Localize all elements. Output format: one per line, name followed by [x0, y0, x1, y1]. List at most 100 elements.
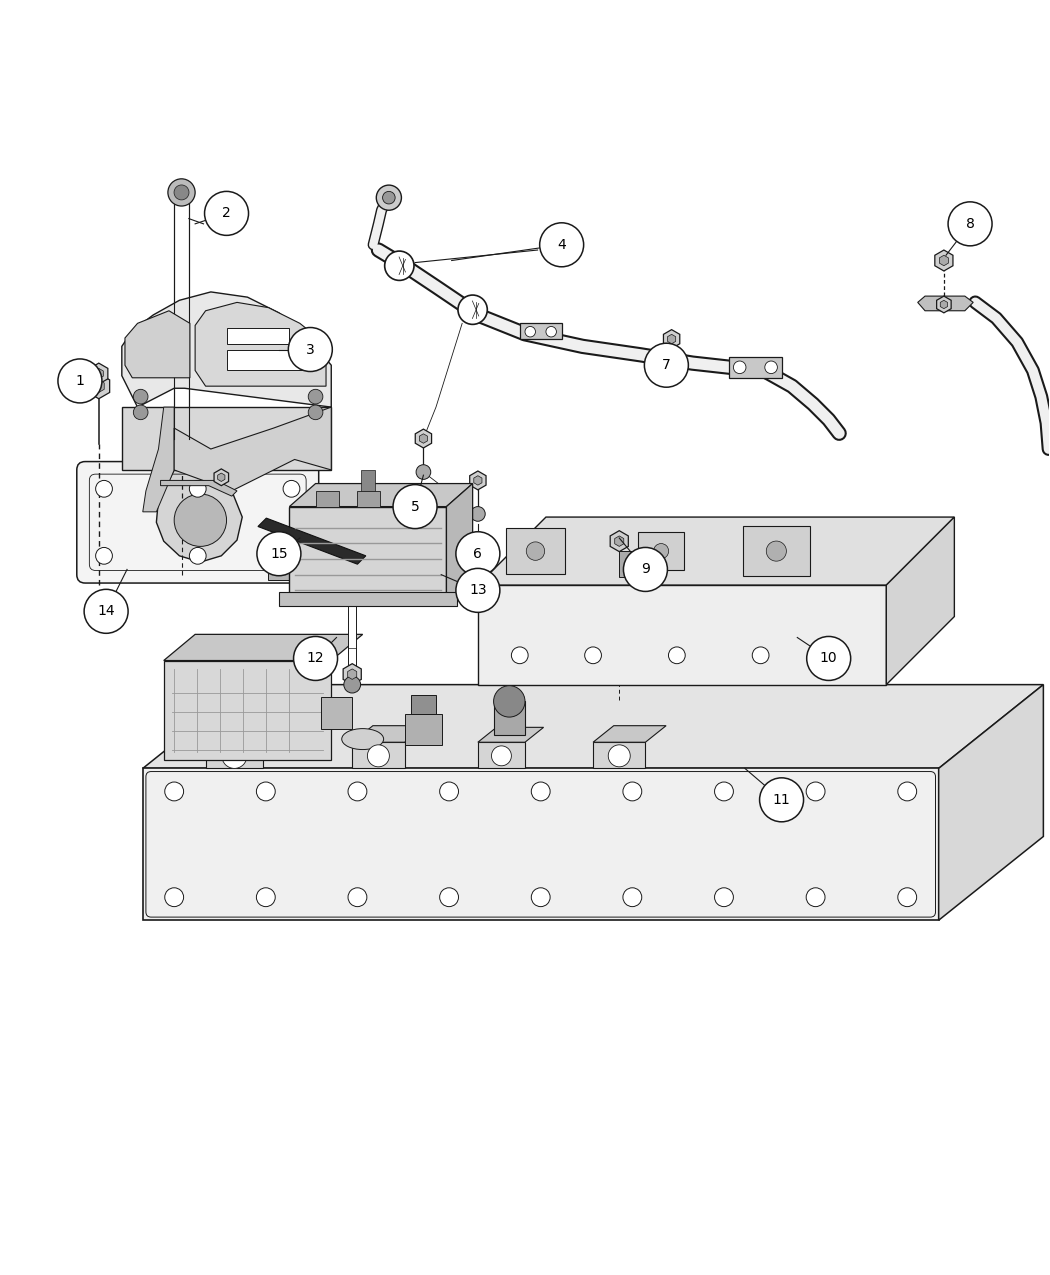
Circle shape — [752, 646, 769, 664]
Circle shape — [309, 405, 323, 419]
Circle shape — [491, 746, 511, 766]
Circle shape — [440, 887, 459, 907]
Text: 3: 3 — [306, 343, 315, 357]
Circle shape — [174, 493, 227, 547]
Circle shape — [343, 676, 360, 694]
Polygon shape — [446, 483, 472, 601]
Circle shape — [948, 201, 992, 246]
Circle shape — [456, 569, 500, 612]
Polygon shape — [164, 660, 331, 760]
Polygon shape — [321, 697, 352, 728]
Circle shape — [376, 185, 401, 210]
Polygon shape — [664, 330, 679, 348]
Polygon shape — [668, 334, 676, 344]
Polygon shape — [593, 742, 646, 769]
Circle shape — [531, 887, 550, 907]
Polygon shape — [94, 368, 103, 379]
Circle shape — [133, 389, 148, 404]
Polygon shape — [494, 701, 525, 734]
Circle shape — [348, 782, 366, 801]
Text: 12: 12 — [307, 652, 324, 666]
Polygon shape — [638, 532, 685, 570]
Text: 2: 2 — [223, 207, 231, 221]
Circle shape — [715, 887, 733, 907]
Text: 1: 1 — [76, 374, 84, 388]
Circle shape — [898, 887, 917, 907]
Polygon shape — [415, 430, 432, 448]
Polygon shape — [478, 727, 544, 742]
Circle shape — [284, 547, 300, 565]
Polygon shape — [474, 476, 482, 484]
Polygon shape — [939, 685, 1044, 921]
Circle shape — [456, 532, 500, 576]
Polygon shape — [164, 635, 362, 660]
Polygon shape — [143, 685, 1044, 769]
Circle shape — [806, 636, 850, 681]
Polygon shape — [214, 469, 229, 486]
Circle shape — [531, 782, 550, 801]
Polygon shape — [615, 595, 624, 638]
Polygon shape — [161, 481, 237, 496]
Circle shape — [58, 360, 102, 403]
Polygon shape — [918, 296, 973, 311]
Polygon shape — [122, 292, 331, 407]
Polygon shape — [125, 311, 190, 377]
Circle shape — [806, 887, 825, 907]
Circle shape — [416, 464, 430, 479]
Text: 8: 8 — [966, 217, 974, 231]
Polygon shape — [258, 518, 365, 565]
Polygon shape — [729, 357, 781, 377]
Circle shape — [715, 782, 733, 801]
Polygon shape — [174, 407, 331, 491]
Polygon shape — [360, 470, 375, 491]
Text: 15: 15 — [270, 547, 288, 561]
Polygon shape — [478, 585, 886, 685]
Circle shape — [168, 179, 195, 207]
Polygon shape — [940, 255, 948, 265]
Circle shape — [623, 782, 642, 801]
Circle shape — [645, 343, 689, 388]
Polygon shape — [348, 601, 356, 674]
Polygon shape — [156, 470, 243, 562]
Circle shape — [289, 328, 332, 371]
Circle shape — [205, 191, 249, 236]
Circle shape — [546, 326, 556, 337]
Polygon shape — [478, 742, 525, 769]
Circle shape — [284, 481, 300, 497]
Polygon shape — [227, 349, 316, 371]
Polygon shape — [404, 714, 442, 745]
Circle shape — [256, 782, 275, 801]
Circle shape — [665, 363, 679, 377]
Circle shape — [494, 686, 525, 717]
Polygon shape — [506, 528, 565, 574]
Circle shape — [526, 542, 545, 560]
Circle shape — [174, 185, 189, 200]
Circle shape — [165, 782, 184, 801]
Circle shape — [831, 646, 847, 664]
Ellipse shape — [341, 728, 383, 750]
Circle shape — [470, 506, 485, 521]
Polygon shape — [357, 491, 380, 506]
Circle shape — [294, 636, 337, 681]
Circle shape — [440, 782, 459, 801]
Polygon shape — [122, 407, 331, 470]
Polygon shape — [610, 530, 628, 552]
Circle shape — [525, 326, 536, 337]
Circle shape — [257, 532, 301, 576]
Polygon shape — [419, 434, 427, 444]
Polygon shape — [411, 695, 436, 714]
Polygon shape — [269, 538, 290, 580]
Polygon shape — [742, 527, 810, 576]
Circle shape — [624, 547, 668, 592]
Polygon shape — [343, 664, 361, 685]
Circle shape — [733, 361, 746, 374]
Polygon shape — [290, 506, 446, 601]
Polygon shape — [195, 302, 327, 386]
Polygon shape — [348, 669, 357, 680]
Circle shape — [759, 778, 803, 822]
Text: 4: 4 — [558, 238, 566, 251]
Text: 13: 13 — [469, 584, 487, 598]
Circle shape — [133, 405, 148, 419]
Circle shape — [165, 887, 184, 907]
Circle shape — [348, 887, 366, 907]
